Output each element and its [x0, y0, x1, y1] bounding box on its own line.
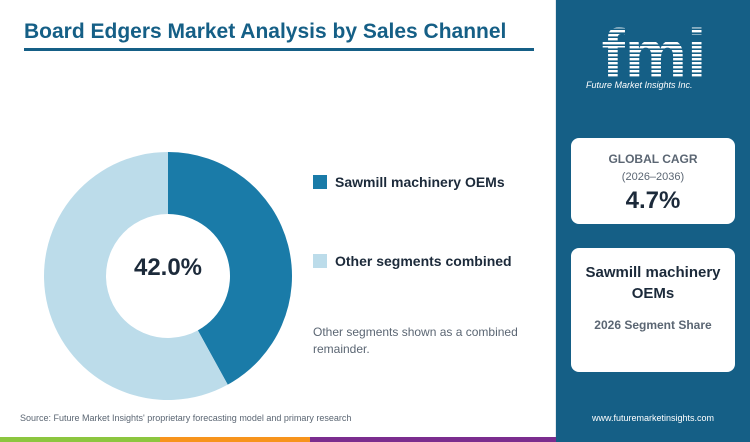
legend-item-other-segments: Other segments combined [313, 253, 512, 269]
legend-label: Other segments combined [335, 253, 512, 269]
legend-swatch [313, 254, 327, 268]
cagr-period: (2026–2036) [621, 171, 685, 183]
page-title: Board Edgers Market Analysis by Sales Ch… [24, 20, 507, 43]
segment-share-label: 2026 Segment Share [594, 318, 712, 332]
accent-bar-blue [556, 437, 750, 442]
accent-bar-green [0, 437, 160, 442]
donut-chart [43, 152, 292, 400]
website-link[interactable]: www.futuremarketinsights.com [591, 413, 715, 423]
accent-bar-orange [160, 437, 310, 442]
title-underline [24, 48, 534, 51]
legend-label: Sawmill machinery OEMs [335, 174, 505, 190]
svg-text:fmi: fmi [602, 18, 707, 93]
donut-slice-other-segments [43, 152, 228, 400]
fmi-logo: fmi [602, 18, 707, 93]
legend-swatch [313, 175, 327, 189]
cagr-heading: GLOBAL CAGR [608, 152, 698, 166]
logo-subtitle: Future Market Insights Inc. [586, 80, 693, 90]
chart-note: Other segments shown as a combined remai… [313, 325, 518, 356]
segment-name: Sawmill machinery OEMs [585, 264, 721, 302]
accent-bar-purple [310, 437, 556, 442]
segment-card: Sawmill machinery OEMs 2026 Segment Shar… [571, 248, 735, 372]
legend-item-sawmill-oems: Sawmill machinery OEMs [313, 174, 505, 190]
chart-panel: Board Edgers Market Analysis by Sales Ch… [20, 0, 556, 442]
cagr-card: GLOBAL CAGR (2026–2036) 4.7% [571, 138, 735, 224]
cagr-value: 4.7% [625, 187, 681, 214]
donut-slice-sawmill-oems [168, 152, 292, 385]
source-text: Source: Future Market Insights' propriet… [20, 413, 352, 423]
donut-center-label: 42.0% [133, 254, 203, 281]
